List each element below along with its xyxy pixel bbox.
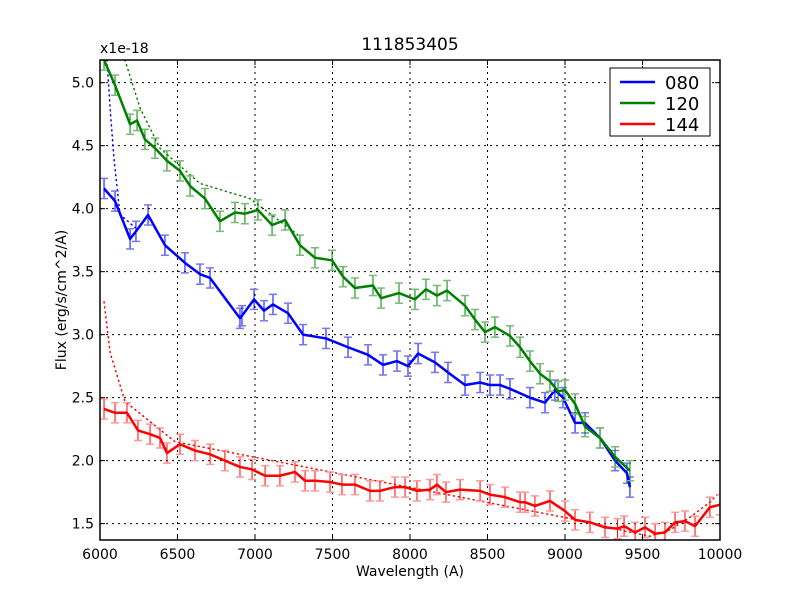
legend-label: 080 bbox=[665, 73, 699, 94]
x-tick-label: 7000 bbox=[237, 547, 273, 563]
series-120 bbox=[100, 60, 634, 482]
y-tick-label: 2.0 bbox=[72, 454, 94, 470]
x-axis-label: Wavelength (A) bbox=[356, 564, 464, 580]
data-line bbox=[103, 407, 720, 535]
model-curve bbox=[106, 60, 136, 229]
y-tick-label: 4.0 bbox=[72, 202, 94, 218]
data-line bbox=[102, 60, 631, 472]
y-tick-label: 5.0 bbox=[72, 76, 94, 92]
x-tick-label: 6500 bbox=[160, 547, 196, 563]
model-curve bbox=[103, 301, 720, 537]
x-tick-label: 8000 bbox=[392, 547, 428, 563]
x-tick-label: 9000 bbox=[547, 547, 583, 563]
series-144 bbox=[100, 301, 720, 540]
x-tick-label: 9500 bbox=[625, 547, 661, 563]
y-tick-label: 3.5 bbox=[72, 265, 94, 281]
x-tick-label: 6000 bbox=[82, 547, 118, 563]
chart-title: 111853405 bbox=[361, 35, 458, 55]
legend-label: 120 bbox=[665, 94, 699, 115]
x-tick-label: 8500 bbox=[470, 547, 506, 563]
y-tick-label: 4.5 bbox=[72, 139, 94, 155]
data-line bbox=[103, 187, 632, 488]
x-tick-label: 10000 bbox=[698, 547, 743, 563]
y-tick-label: 3.0 bbox=[72, 328, 94, 344]
axis-ticks: 6000 6500 7000 7500 8000 8500 9000 9500 10000 1.5… bbox=[72, 60, 743, 563]
y-axis-label: Flux (erg/s/cm^2/A) bbox=[54, 230, 70, 370]
legend-label: 144 bbox=[665, 115, 699, 136]
y-tick-label: 2.5 bbox=[72, 391, 94, 407]
x-tick-label: 7500 bbox=[315, 547, 351, 563]
y-tick-label: 1.5 bbox=[72, 517, 94, 533]
y-offset-label: x1e-18 bbox=[100, 41, 149, 57]
plot-area bbox=[100, 60, 720, 540]
